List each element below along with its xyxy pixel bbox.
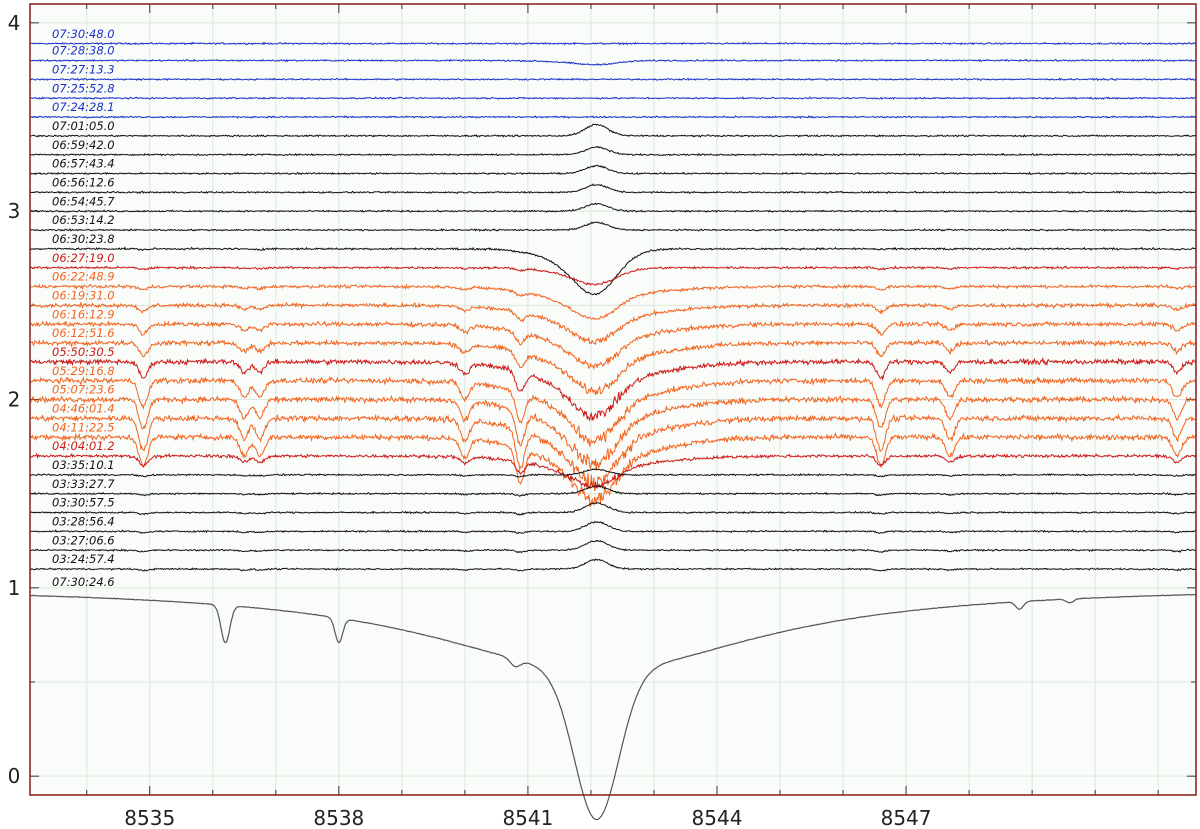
series-line [29,246,1197,296]
series-label: 03:30:57.5 [52,496,115,510]
series-line [29,338,1197,395]
series-line [29,413,1197,492]
series-label: 06:30:23.8 [52,232,115,246]
series-label: 06:22:48.9 [52,270,115,284]
series-line [29,468,1197,478]
y-tick-label: 3 [8,199,21,223]
plot-frame [29,3,1197,796]
series-label: 06:53:14.2 [52,213,115,227]
x-tick-label: 8547 [881,806,932,829]
series-label: 06:12:51.6 [52,326,115,340]
series-line [29,183,1197,195]
reference-spectrum-line [29,593,1196,821]
series-label: 04:11:22.5 [52,420,115,434]
traces [29,41,1197,821]
series-label: 07:28:38.0 [52,44,115,58]
series-line [29,452,1197,490]
series-label: 06:27:19.0 [52,251,115,265]
x-tick-label: 8541 [502,806,553,829]
x-tick-label: 8538 [313,806,364,829]
series-line [29,77,1196,82]
series-line [29,301,1197,346]
series-label: 07:30:48.0 [52,27,115,41]
series-label: 06:16:12.9 [52,307,115,321]
series-label: 05:50:30.5 [52,345,115,359]
series-line [29,485,1197,497]
series-line [29,58,1197,67]
series-line [29,96,1197,100]
series-line [29,432,1197,507]
series-label: 06:56:12.6 [52,176,115,190]
tick-labels: 8535 8538 8541 8544 8547 0 1 2 3 4 [8,11,932,829]
series-line [29,356,1197,422]
series-line [30,123,1197,138]
series-label: 06:57:43.4 [52,157,115,171]
y-tick-label: 0 [8,764,21,788]
series-line [29,502,1197,516]
trace-labels: 07:30:48.0 07:28:38.0 07:27:13.3 07:25:52.8… [52,27,115,589]
series-line [29,283,1197,320]
reference-spectrum-label: 07:30:24.6 [52,575,115,589]
x-tick-label: 8544 [692,806,743,829]
x-tick-label: 8535 [124,806,175,829]
series-label: 06:59:42.0 [52,138,115,152]
series-label: 03:27:06.6 [52,533,115,547]
series-label: 07:25:52.8 [52,81,115,95]
series-label: 04:46:01.4 [52,402,115,416]
series-line [29,146,1197,157]
series-line [29,539,1197,554]
series-label: 03:33:27.7 [52,477,115,491]
y-tick-label: 4 [8,11,21,35]
series-line [29,41,1197,46]
series-label: 03:28:56.4 [52,515,115,529]
series-label: 07:24:28.1 [52,100,115,114]
series-line [29,115,1197,119]
series-line [29,375,1197,447]
series-label: 06:54:45.7 [52,194,115,208]
series-line [29,558,1197,572]
series-line [29,394,1197,471]
series-line [29,221,1197,232]
series-label: 07:01:05.0 [52,119,115,133]
series-label: 06:19:31.0 [52,289,115,303]
series-line [29,202,1197,213]
series-line [29,520,1197,534]
series-line [29,319,1197,371]
series-label: 05:07:23.6 [52,383,115,397]
series-label: 03:24:57.4 [52,552,115,566]
series-label: 07:27:13.3 [52,63,115,77]
y-tick-label: 2 [8,388,21,412]
series-label: 03:35:10.1 [52,458,115,472]
y-tick-label: 1 [8,576,21,600]
series-line [29,164,1197,176]
series-label: 05:29:16.8 [52,364,115,378]
series-line [29,265,1197,286]
series-label: 04:04:01.2 [52,439,115,453]
